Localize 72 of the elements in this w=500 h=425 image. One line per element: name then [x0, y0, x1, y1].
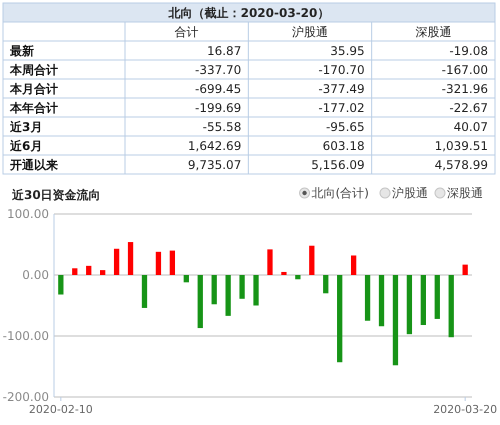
y-tick-label: 0.00 — [22, 268, 49, 282]
data-label: -199.69 — [195, 101, 242, 115]
bar — [434, 275, 440, 319]
data-label: -377.49 — [318, 82, 365, 96]
bar — [239, 275, 245, 299]
bar — [114, 248, 120, 275]
bar — [337, 275, 342, 362]
bar — [323, 275, 328, 294]
y-tick-label: 本周合计 — [9, 63, 58, 77]
chart-title: 北向（截止：2020-03-20） — [168, 6, 330, 20]
bar — [281, 272, 287, 275]
x-tick-label: 深股通 — [415, 25, 452, 39]
bar — [253, 275, 259, 306]
bar — [309, 246, 314, 275]
data-label: -321.96 — [442, 82, 488, 96]
bar — [212, 275, 217, 304]
data-label: -167.00 — [442, 63, 488, 77]
x-tick-label: 2020-03-20 — [433, 403, 498, 416]
data-label: -22.67 — [449, 101, 488, 115]
text: 深股通 — [447, 186, 483, 200]
data-label: 4,578.99 — [434, 158, 488, 172]
bar — [184, 275, 189, 282]
y-tick-label: 本月合计 — [9, 82, 58, 96]
bar — [350, 255, 356, 275]
bar — [142, 275, 148, 308]
bar — [72, 268, 78, 275]
data-label: 9,735.07 — [188, 158, 242, 172]
chart-title: 近30日资金流向 — [11, 188, 101, 202]
x-tick-label: 合计 — [174, 25, 199, 39]
data-label: -170.70 — [318, 63, 365, 77]
y-tick-label: 本年合计 — [9, 101, 58, 115]
y-tick-label: -100.00 — [2, 329, 49, 343]
text: 北向(合计) — [312, 186, 369, 200]
y-tick-label: 100.00 — [7, 207, 49, 221]
bar — [58, 275, 64, 295]
data-label: 1,642.69 — [188, 139, 242, 153]
data-label: 1,039.51 — [434, 139, 488, 153]
bar — [198, 275, 203, 328]
bar — [267, 249, 273, 275]
text: 沪股通 — [392, 186, 428, 200]
x-tick-label: 沪股通 — [292, 25, 328, 39]
y-tick-label: 近3月 — [9, 120, 42, 134]
bar — [225, 275, 231, 316]
bar — [128, 242, 134, 275]
data-label: 40.07 — [454, 120, 488, 134]
data-label: -55.58 — [202, 120, 242, 134]
bar — [86, 266, 92, 275]
data-label: -177.02 — [318, 101, 365, 115]
data-label: -699.45 — [195, 82, 242, 96]
data-label: 603.18 — [322, 139, 365, 153]
data-label: -95.65 — [326, 120, 365, 134]
y-tick-label: 开通以来 — [9, 158, 58, 172]
y-tick-label: 近6月 — [9, 139, 42, 153]
bar — [406, 275, 412, 334]
data-label: -19.08 — [449, 44, 488, 58]
bar — [295, 275, 301, 280]
bar — [364, 275, 370, 321]
bar — [448, 275, 454, 338]
x-tick-label: 2020-02-10 — [28, 403, 93, 416]
y-tick-label: 最新 — [9, 44, 34, 58]
bar — [156, 252, 162, 275]
data-label: -337.70 — [195, 63, 242, 77]
bar — [378, 275, 384, 326]
y-tick-label: -200.00 — [2, 390, 49, 404]
data-label: 5,156.09 — [311, 158, 365, 172]
bar — [462, 264, 468, 275]
data-label: 16.87 — [206, 44, 242, 58]
bar — [170, 250, 176, 275]
bar — [100, 270, 106, 275]
bar — [392, 275, 398, 366]
data-label: 35.95 — [330, 44, 365, 58]
bar — [420, 275, 426, 326]
